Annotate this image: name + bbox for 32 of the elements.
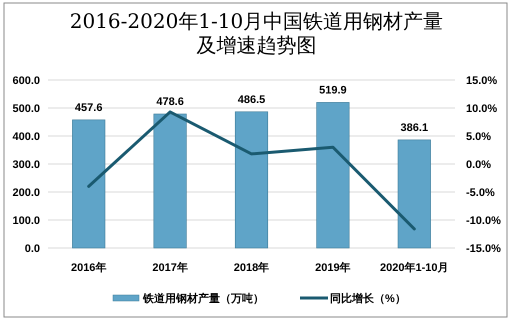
bar — [154, 114, 187, 248]
data-label: 457.6 — [74, 102, 102, 114]
data-label: 478.6 — [156, 96, 184, 108]
y-tick-label: 0.0 — [24, 243, 40, 255]
y2-tick-label: 15.0% — [466, 75, 498, 87]
chart-title: 2016-2020年1-10月中国铁道用钢材产量及增速趋势图 — [70, 9, 444, 57]
x-tick-label: 2016年 — [70, 261, 106, 274]
y-tick-label: 500.0 — [12, 103, 40, 115]
y2-tick-label: 10.0% — [466, 103, 498, 115]
x-tick-label: 2020年1-10月 — [380, 261, 449, 274]
data-label: 486.5 — [238, 94, 266, 106]
bar — [234, 111, 268, 248]
y-tick-label: 300.0 — [12, 159, 40, 171]
legend-label: 铁道用钢材产量（万吨） — [142, 292, 264, 305]
y-tick-label: 100.0 — [12, 215, 40, 227]
x-tick-label: 2017年 — [152, 261, 188, 274]
y2-tick-label: -15.0% — [466, 243, 502, 255]
y-tick-label: 400.0 — [12, 131, 40, 143]
x-tick-label: 2018年 — [234, 261, 270, 274]
data-label: 386.1 — [400, 122, 428, 134]
y-tick-label: 600.0 — [12, 75, 40, 87]
bar — [72, 120, 106, 248]
y2-tick-label: 5.0% — [466, 131, 492, 143]
y2-tick-label: 0.0% — [466, 159, 492, 171]
y-tick-label: 200.0 — [12, 187, 40, 199]
bar — [398, 140, 431, 248]
data-label: 519.9 — [319, 84, 347, 96]
bar — [316, 102, 350, 248]
legend-label: 同比增长（%） — [330, 292, 406, 305]
y2-tick-label: -10.0% — [466, 215, 502, 227]
y2-tick-label: -5.0% — [466, 187, 495, 199]
x-tick-label: 2019年 — [315, 261, 351, 274]
